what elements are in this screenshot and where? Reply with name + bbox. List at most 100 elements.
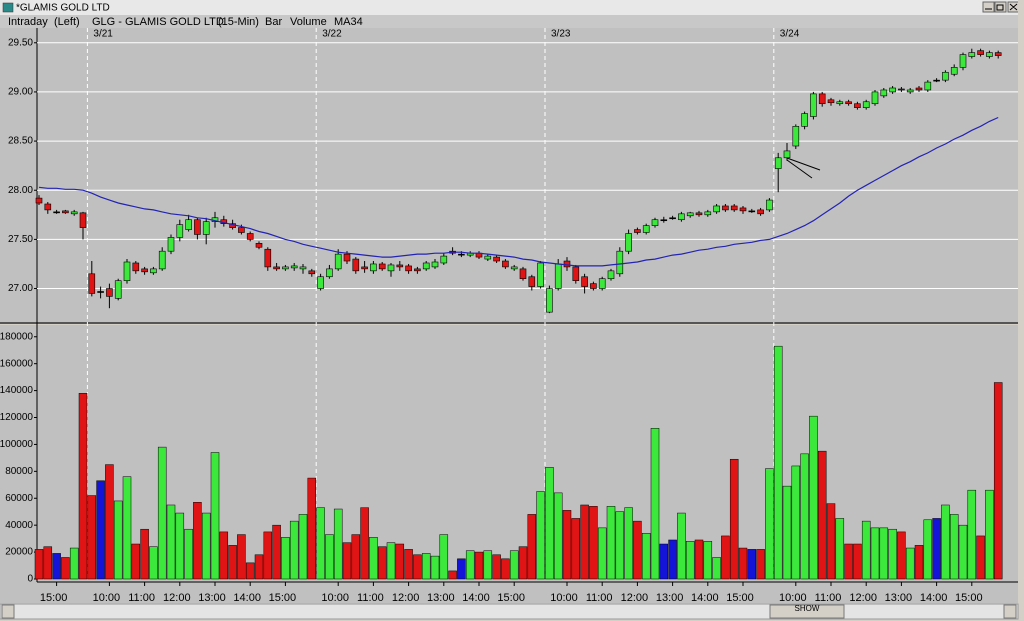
volume-bar	[342, 542, 352, 580]
volume-bar	[316, 507, 325, 580]
window-title: *GLAMIS GOLD LTD	[16, 3, 110, 14]
candle-body	[53, 211, 60, 214]
candle-body	[185, 219, 192, 230]
x-tick-label: 15:00	[269, 592, 297, 604]
x-tick-label: 15:00	[40, 592, 68, 604]
volume-bar	[263, 531, 273, 580]
volume-bar	[43, 546, 53, 580]
x-tick-label: 12:00	[849, 592, 877, 604]
candle-body	[616, 250, 624, 275]
candle-body	[581, 276, 588, 287]
candle-body	[343, 253, 351, 262]
candle-body	[590, 283, 597, 289]
volume-bar	[659, 543, 669, 580]
x-tick-label: 13:00	[656, 592, 684, 604]
volume-bar	[703, 541, 713, 580]
scroll-thumb[interactable]	[769, 604, 845, 619]
volume-bar	[351, 534, 361, 580]
scroll-label: SHOW	[795, 604, 820, 613]
candle-body	[827, 99, 835, 104]
candle-body	[704, 211, 712, 216]
volume-bar	[474, 551, 484, 580]
candle-body	[915, 87, 923, 91]
candle-body	[361, 266, 368, 270]
y-tick-label: 28.50	[8, 136, 33, 147]
candle-body	[158, 250, 166, 270]
volume-bar	[606, 506, 616, 580]
x-tick-label: 15:00	[497, 592, 525, 604]
candle-body	[986, 52, 993, 57]
candle-body	[431, 261, 439, 268]
volume-bar	[641, 532, 651, 580]
x-tick-label: 11:00	[128, 592, 155, 604]
day-label: 3/21	[93, 29, 113, 40]
candle-body	[607, 270, 615, 280]
title-bar	[0, 0, 1024, 15]
candle-body	[326, 268, 333, 278]
candle-body	[836, 101, 844, 105]
volume-bar	[413, 554, 422, 580]
header-style: Bar	[265, 16, 282, 28]
candle-body	[202, 221, 210, 235]
drawn-arrow	[786, 157, 821, 179]
candle-body	[273, 266, 280, 270]
candle-body	[194, 219, 201, 235]
volume-bar	[985, 489, 994, 580]
scrollbar[interactable]: SHOW	[0, 603, 1019, 620]
minimize-button[interactable]	[982, 1, 995, 13]
volume-bar	[879, 527, 889, 580]
window-border	[1018, 0, 1024, 621]
candle-body	[537, 262, 544, 287]
window-buttons[interactable]	[982, 1, 1020, 13]
candle-body	[977, 50, 984, 55]
volume-bar	[615, 511, 625, 580]
candle-body	[730, 205, 738, 211]
plot-area: 27.00 27.50 28.00 28.50 29.00 29.50 0 20000 4000…	[0, 28, 1018, 604]
candle-body	[801, 113, 808, 127]
volume-bar	[826, 503, 836, 580]
candle-body	[862, 101, 870, 108]
candle-body	[510, 266, 518, 270]
candle-body	[62, 210, 69, 214]
volume-bar	[492, 554, 501, 580]
candle-body	[44, 203, 52, 211]
candle-body	[352, 258, 360, 272]
candle-body	[757, 209, 764, 215]
restore-button[interactable]	[994, 1, 1007, 13]
volume-bar	[501, 558, 510, 580]
candle-body	[378, 263, 386, 270]
y-tick-label: 120000	[0, 412, 33, 423]
candle-body	[176, 224, 184, 238]
candle-body	[642, 225, 650, 233]
candle-body	[405, 265, 412, 272]
y-tick-label: 60000	[5, 493, 33, 504]
volume-bar	[448, 570, 457, 580]
candle-body	[484, 255, 492, 260]
y-tick-label: 40000	[5, 520, 33, 531]
candle-body	[290, 265, 298, 269]
volume-bar	[958, 524, 968, 580]
candle-body	[748, 210, 756, 213]
x-tick-label: 10:00	[550, 592, 578, 604]
candle-body	[79, 212, 87, 228]
volume-bar	[571, 518, 581, 580]
scroll-left[interactable]	[1, 604, 15, 619]
volume-bar	[105, 464, 114, 580]
day-label: 3/24	[780, 29, 800, 40]
candle-body	[950, 67, 958, 75]
scroll-track[interactable]	[0, 603, 1019, 620]
x-tick-label: 14:00	[920, 592, 948, 604]
volume-bar	[369, 537, 378, 580]
volume-bar	[949, 514, 959, 580]
candle-body	[282, 266, 289, 270]
x-tick-label: 11:00	[815, 592, 842, 604]
candle-body	[722, 205, 729, 211]
volume-bar	[52, 553, 61, 580]
candle-body	[396, 264, 404, 268]
candle-body	[317, 276, 324, 289]
day-label: 3/22	[322, 29, 342, 40]
x-tick-label: 11:00	[586, 592, 613, 604]
scroll-right[interactable]	[1003, 604, 1017, 619]
candle-body	[818, 93, 826, 105]
candle-body	[150, 268, 157, 274]
